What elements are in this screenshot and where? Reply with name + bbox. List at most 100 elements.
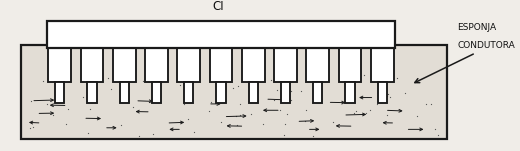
Point [26, 127, 34, 129]
Bar [47, 21, 395, 48]
Point [383, 95, 392, 97]
Point [180, 103, 189, 105]
Point [252, 88, 260, 90]
Point [216, 98, 224, 101]
Point [39, 80, 47, 83]
Point [129, 106, 137, 108]
Bar [216, 82, 226, 103]
Point [139, 80, 147, 82]
Bar [55, 82, 64, 103]
Bar [113, 48, 136, 82]
Bar [184, 82, 193, 103]
Point [372, 74, 380, 76]
Point [86, 80, 95, 82]
Point [386, 96, 394, 98]
Point [401, 92, 410, 95]
Point [84, 132, 93, 135]
Point [296, 90, 305, 93]
Point [258, 123, 267, 125]
Point [90, 94, 99, 96]
Point [270, 99, 279, 102]
Point [234, 85, 242, 88]
Point [273, 88, 281, 91]
Point [360, 73, 368, 76]
Bar [339, 48, 361, 82]
Bar [274, 48, 297, 82]
Point [88, 84, 96, 86]
Point [280, 133, 289, 136]
Point [362, 112, 370, 114]
Point [86, 107, 95, 110]
Point [283, 113, 291, 115]
Point [382, 114, 391, 116]
Bar [281, 82, 290, 103]
Point [247, 112, 255, 115]
Bar [152, 82, 161, 103]
Point [302, 108, 310, 111]
Point [433, 134, 441, 136]
Point [281, 123, 290, 126]
Text: CONDUTORA: CONDUTORA [458, 41, 515, 50]
Point [113, 74, 121, 77]
Point [426, 103, 435, 105]
Bar [120, 82, 129, 103]
Point [79, 96, 87, 98]
Point [149, 133, 157, 135]
Point [229, 87, 237, 89]
Point [372, 103, 381, 105]
Text: CI: CI [213, 0, 224, 13]
Point [431, 128, 439, 130]
Point [173, 76, 181, 78]
Point [413, 114, 421, 117]
Point [396, 110, 404, 113]
Bar [378, 82, 387, 103]
Point [232, 115, 240, 117]
Point [184, 118, 192, 121]
Point [352, 109, 360, 112]
Point [49, 114, 57, 116]
Point [287, 99, 295, 101]
Bar [177, 48, 200, 82]
Point [117, 124, 125, 126]
Point [157, 75, 165, 78]
Point [343, 101, 352, 103]
Point [276, 108, 284, 111]
Point [190, 131, 198, 133]
Bar [145, 48, 168, 82]
Point [107, 88, 115, 90]
Point [148, 84, 156, 87]
Point [43, 102, 51, 105]
Bar [306, 48, 329, 82]
Bar [48, 48, 71, 82]
Point [301, 120, 309, 122]
Point [329, 121, 337, 124]
Point [113, 75, 121, 78]
Point [236, 103, 244, 105]
Point [236, 114, 244, 116]
Point [148, 80, 156, 82]
Point [176, 84, 185, 87]
Point [287, 90, 295, 92]
Point [384, 93, 392, 95]
Point [205, 109, 214, 112]
Point [103, 76, 112, 79]
Bar [313, 82, 322, 103]
Bar [87, 82, 97, 103]
Point [123, 77, 131, 79]
Bar [81, 48, 103, 82]
Bar [21, 45, 447, 139]
Point [126, 78, 135, 80]
Point [393, 77, 401, 79]
Point [267, 79, 275, 81]
Bar [210, 48, 232, 82]
Bar [242, 48, 265, 82]
Point [350, 112, 358, 114]
Text: ESPONJA: ESPONJA [458, 23, 497, 32]
Bar [249, 82, 258, 103]
Point [29, 126, 37, 128]
Point [134, 135, 142, 137]
Point [217, 120, 225, 123]
Point [422, 103, 431, 105]
Bar [345, 82, 355, 103]
Point [207, 101, 216, 103]
